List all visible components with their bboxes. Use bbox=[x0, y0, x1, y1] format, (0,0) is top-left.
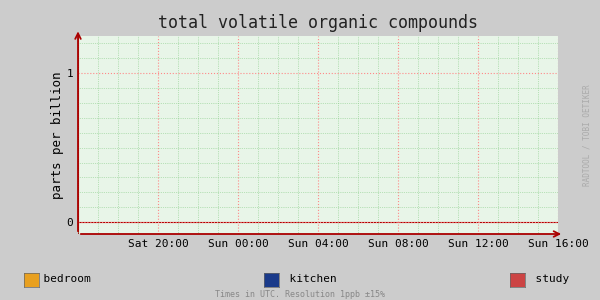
Title: total volatile organic compounds: total volatile organic compounds bbox=[158, 14, 478, 32]
Text: Times in UTC. Resolution 1ppb ±15%: Times in UTC. Resolution 1ppb ±15% bbox=[215, 290, 385, 299]
Text: bedroom: bedroom bbox=[30, 274, 91, 284]
Text: study: study bbox=[522, 274, 569, 284]
Y-axis label: parts per billion: parts per billion bbox=[50, 71, 64, 199]
Text: RADTOOL / TOBI OETIKER: RADTOOL / TOBI OETIKER bbox=[582, 84, 591, 186]
Text: kitchen: kitchen bbox=[276, 274, 337, 284]
